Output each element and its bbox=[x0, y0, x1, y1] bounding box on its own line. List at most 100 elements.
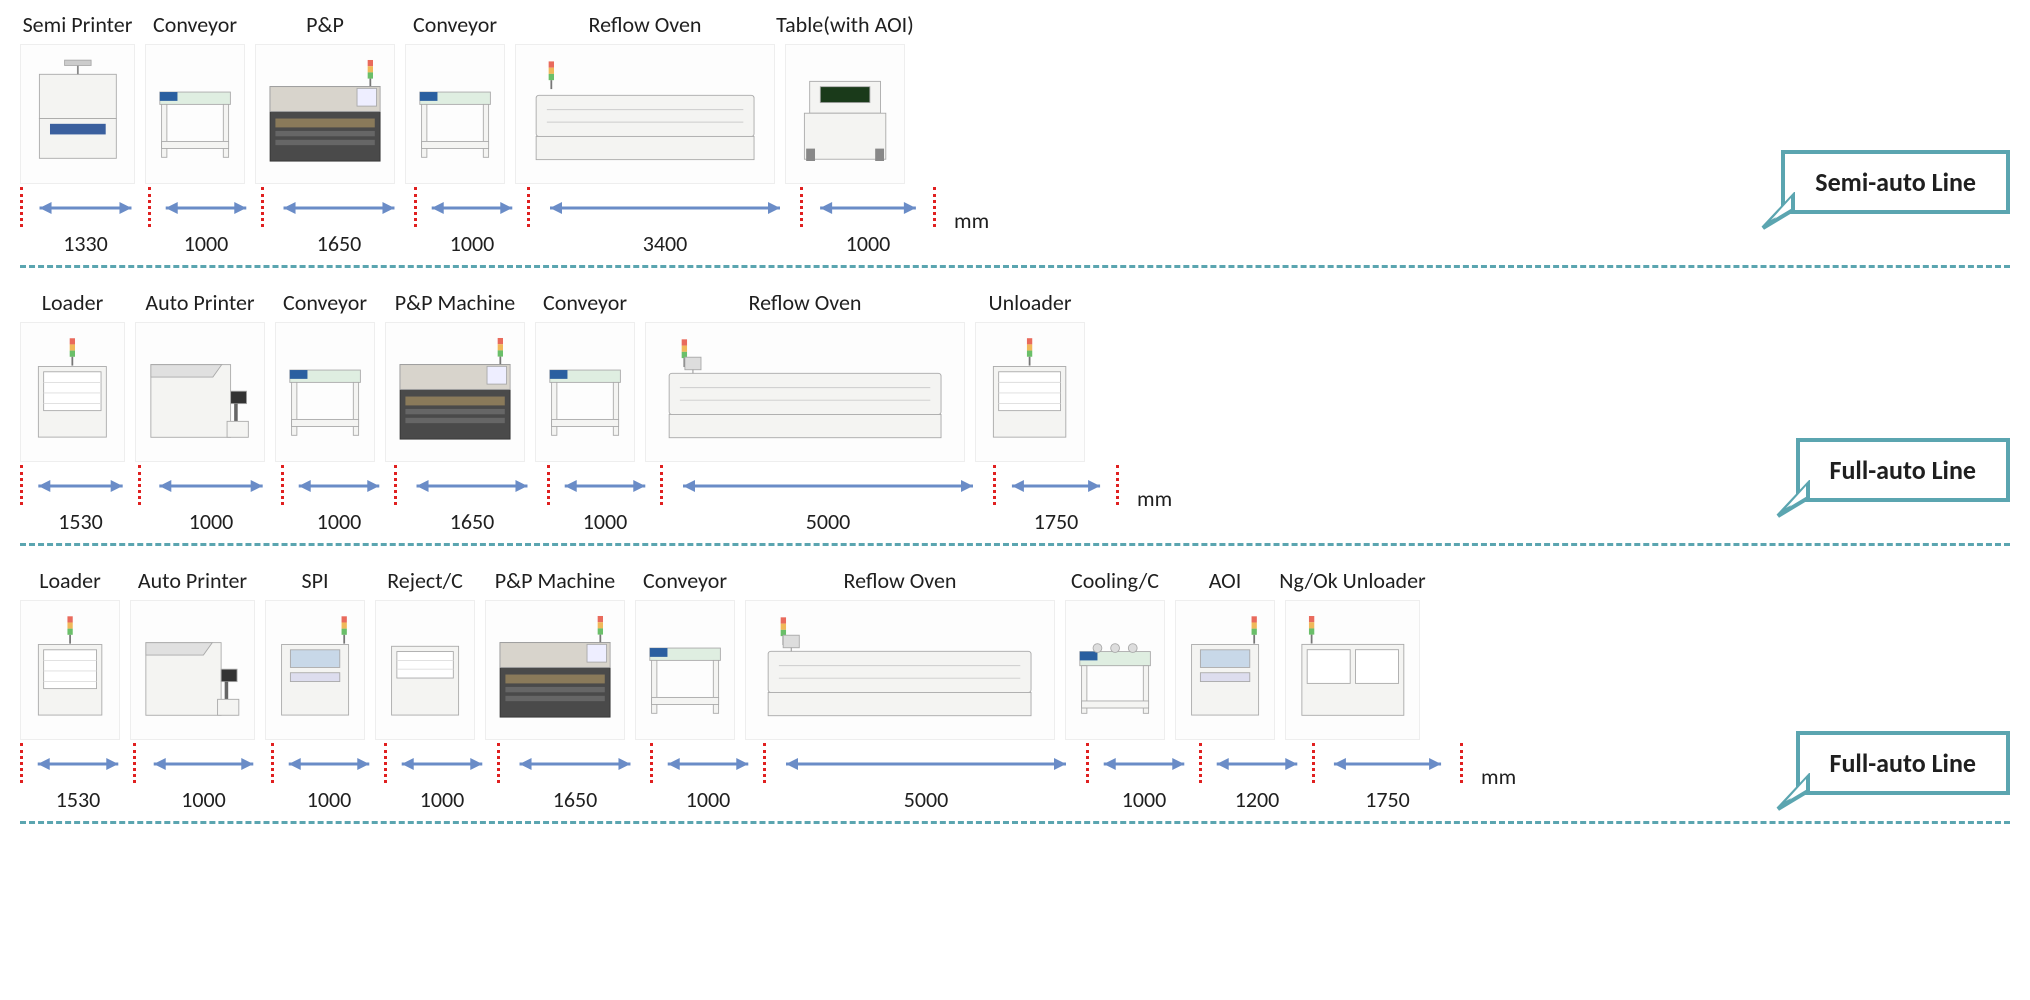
dim-value: 1000 bbox=[803, 230, 933, 257]
machine-4: Conveyor bbox=[535, 288, 635, 462]
machines-row: Loader Auto Printer Conveyor bbox=[20, 288, 2010, 462]
machine-icon bbox=[405, 44, 505, 184]
machine-3: Reject/C bbox=[375, 566, 475, 740]
machine-0: Semi Printer bbox=[20, 10, 135, 184]
dim-cell bbox=[141, 471, 281, 501]
dim-cell bbox=[803, 193, 933, 223]
machine-label: P&P Machine bbox=[395, 288, 515, 316]
dim-arrow-icon bbox=[1089, 749, 1199, 779]
unit-label: mm bbox=[954, 207, 989, 234]
dim-arrow-icon bbox=[136, 749, 271, 779]
dim-arrow-icon bbox=[530, 193, 800, 223]
dim-arrow-icon bbox=[500, 749, 650, 779]
machine-icon bbox=[1285, 600, 1420, 740]
machine-label: Conveyor bbox=[153, 10, 237, 38]
dim-cell bbox=[1202, 749, 1312, 779]
machine-icon bbox=[375, 600, 475, 740]
machine-label: Conveyor bbox=[643, 566, 727, 594]
dim-arrow-icon bbox=[23, 193, 148, 223]
production-line-1: Loader Auto Printer Conveyor bbox=[20, 288, 2010, 546]
machine-5: Conveyor bbox=[635, 566, 735, 740]
machine-icon bbox=[135, 322, 265, 462]
machine-2: SPI bbox=[265, 566, 365, 740]
dim-value: 1200 bbox=[1202, 786, 1312, 813]
machine-label: AOI bbox=[1209, 566, 1242, 594]
dim-value: 5000 bbox=[663, 508, 993, 535]
machine-label: Reflow Oven bbox=[589, 10, 702, 38]
machine-icon bbox=[485, 600, 625, 740]
production-line-0: Semi Printer Conveyor P&P bbox=[20, 10, 2010, 268]
machine-icon bbox=[1175, 600, 1275, 740]
dim-value: 1750 bbox=[1315, 786, 1460, 813]
line-callout: Semi-auto Line bbox=[1781, 150, 2010, 214]
dim-cell bbox=[136, 749, 271, 779]
dim-cell bbox=[387, 749, 497, 779]
machine-6: Unloader bbox=[975, 288, 1085, 462]
line-divider bbox=[20, 821, 2010, 824]
machine-3: Conveyor bbox=[405, 10, 505, 184]
machine-label: P&P bbox=[306, 10, 344, 38]
machine-7: Cooling/C bbox=[1065, 566, 1165, 740]
dim-arrow-icon bbox=[284, 471, 394, 501]
machine-icon bbox=[255, 44, 395, 184]
dimensions-row: 1530100010001000165010005000100012001750… bbox=[20, 740, 2010, 813]
dim-arrow-icon bbox=[1315, 749, 1460, 779]
callout-label: Full-auto Line bbox=[1796, 731, 2010, 795]
dim-arrow-icon bbox=[23, 749, 133, 779]
machine-label: Table(with AOI) bbox=[776, 10, 914, 38]
machine-icon bbox=[385, 322, 525, 462]
dim-cell bbox=[663, 471, 993, 501]
machine-label: Conveyor bbox=[413, 10, 497, 38]
machine-icon bbox=[745, 600, 1055, 740]
machine-label: Reflow Oven bbox=[749, 288, 862, 316]
machine-icon bbox=[515, 44, 775, 184]
machine-label: Conveyor bbox=[543, 288, 627, 316]
dim-arrow-icon bbox=[23, 471, 138, 501]
dim-cell bbox=[23, 749, 133, 779]
unit-label: mm bbox=[1137, 485, 1172, 512]
dim-arrow-icon bbox=[663, 471, 993, 501]
machine-label: Loader bbox=[39, 566, 101, 594]
machine-4: P&P Machine bbox=[485, 566, 625, 740]
dim-cell bbox=[1315, 749, 1460, 779]
machine-icon bbox=[20, 600, 120, 740]
machine-8: AOI bbox=[1175, 566, 1275, 740]
machine-label: Semi Printer bbox=[23, 10, 133, 38]
dim-arrow-icon bbox=[151, 193, 261, 223]
dim-value: 1000 bbox=[136, 786, 271, 813]
machine-icon bbox=[145, 44, 245, 184]
dimensions-row: 1530100010001650100050001750mm bbox=[20, 462, 2010, 535]
dim-value: 5000 bbox=[766, 786, 1086, 813]
dim-arrow-icon bbox=[1202, 749, 1312, 779]
dim-value: 3400 bbox=[530, 230, 800, 257]
dim-arrow-icon bbox=[397, 471, 547, 501]
machine-label: Auto Printer bbox=[138, 566, 247, 594]
machine-icon bbox=[130, 600, 255, 740]
dim-value: 1000 bbox=[1089, 786, 1199, 813]
dim-arrow-icon bbox=[274, 749, 384, 779]
machine-1: Auto Printer bbox=[130, 566, 255, 740]
line-divider bbox=[20, 265, 2010, 268]
dim-cell bbox=[417, 193, 527, 223]
machine-3: P&P Machine bbox=[385, 288, 525, 462]
machine-6: Reflow Oven bbox=[745, 566, 1055, 740]
callout-label: Semi-auto Line bbox=[1781, 150, 2010, 214]
machine-1: Auto Printer bbox=[135, 288, 265, 462]
machine-label: Auto Printer bbox=[145, 288, 254, 316]
dim-arrow-icon bbox=[996, 471, 1116, 501]
dimensions-row: 133010001650100034001000mm bbox=[20, 184, 2010, 257]
machine-icon bbox=[535, 322, 635, 462]
dim-cell bbox=[397, 471, 547, 501]
machines-row: Semi Printer Conveyor P&P bbox=[20, 10, 2010, 184]
dim-cell bbox=[530, 193, 800, 223]
dim-arrow-icon bbox=[766, 749, 1086, 779]
machine-0: Loader bbox=[20, 566, 120, 740]
machine-5: Reflow Oven bbox=[645, 288, 965, 462]
dim-cell bbox=[264, 193, 414, 223]
dim-cell bbox=[23, 193, 148, 223]
machine-1: Conveyor bbox=[145, 10, 245, 184]
dim-arrow-icon bbox=[141, 471, 281, 501]
machine-5: Table(with AOI) bbox=[785, 10, 905, 184]
machine-icon bbox=[975, 322, 1085, 462]
dim-value: 1000 bbox=[284, 508, 394, 535]
